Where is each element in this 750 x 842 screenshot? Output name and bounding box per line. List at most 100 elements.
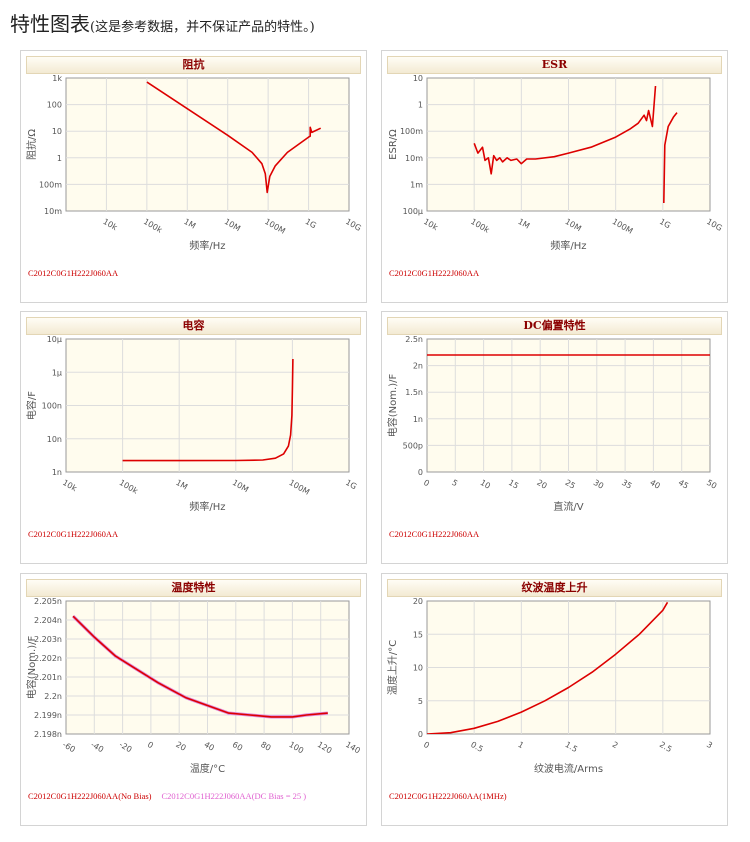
page-title-note: (这是参考数据，并不保证产品的特性。) bbox=[90, 20, 315, 35]
y-tick-label: 1k bbox=[52, 74, 62, 83]
y-tick-label: 1 bbox=[57, 154, 62, 163]
x-tick-label: 40 bbox=[203, 740, 216, 753]
legend-item: C2012C0G1H222J060AA bbox=[389, 268, 480, 278]
x-tick-label: 45 bbox=[677, 478, 690, 491]
y-tick-label: 100μ bbox=[403, 207, 423, 216]
x-tick-label: 0 bbox=[422, 740, 431, 750]
chart-panel-capacitance: 电容 10k 100k 1M 10M 100M 1G 10μ 1μ 100n 10n 1n 频率/Hz… bbox=[20, 311, 367, 564]
series-line bbox=[122, 358, 294, 462]
y-tick-label: 20 bbox=[413, 597, 423, 606]
chart-title: ESR bbox=[387, 56, 722, 74]
y-axis-label: ESR/Ω bbox=[388, 129, 399, 160]
x-tick-label: 10 bbox=[479, 478, 492, 491]
y-tick-label: 0 bbox=[418, 730, 423, 739]
series-line bbox=[72, 615, 328, 718]
chart-legend: C2012C0G1H222J060AA(No Bias) C2012C0G1H22… bbox=[28, 791, 306, 801]
x-tick-label: 60 bbox=[231, 740, 244, 753]
chart-title: 电容 bbox=[26, 317, 361, 335]
x-tick-label: 1G bbox=[344, 478, 358, 491]
chart-legend: C2012C0G1H222J060AA(1MHz) bbox=[389, 791, 507, 801]
x-tick-label: 100 bbox=[287, 740, 305, 755]
chart-svg: 0 0.5 1 1.5 2 2.5 3 20 15 10 5 0 纹波电流/Arms 温度上升/°C bbox=[386, 597, 714, 775]
series-line bbox=[663, 112, 678, 204]
y-tick-label: 2.205n bbox=[34, 597, 62, 606]
y-tick-label: 10m bbox=[405, 154, 423, 163]
x-tick-label: 5 bbox=[450, 478, 459, 488]
chart-panel-dc-bias: DC偏置特性 0 5 10 15 20 25 30 35 40 45 50 2.5n 2n 1.5n 1n 5… bbox=[381, 311, 728, 564]
x-axis-label: 频率/Hz bbox=[189, 500, 225, 513]
page-title-main: 特性图表 bbox=[10, 12, 90, 36]
page-title: 特性图表(这是参考数据，并不保证产品的特性。) bbox=[10, 8, 315, 37]
x-axis-label: 频率/Hz bbox=[550, 239, 586, 252]
x-tick-label: 0.5 bbox=[469, 740, 485, 754]
x-tick-label: 10M bbox=[564, 217, 583, 233]
x-tick-label: 1.5 bbox=[564, 740, 580, 754]
x-tick-label: 100M bbox=[287, 478, 311, 497]
x-tick-label: 100M bbox=[611, 217, 635, 236]
y-tick-label: 100m bbox=[400, 127, 423, 136]
x-tick-label: 100M bbox=[263, 217, 287, 236]
y-tick-label: 2n bbox=[413, 362, 423, 371]
x-tick-label: 10k bbox=[422, 217, 440, 232]
x-tick-label: 1G bbox=[658, 217, 672, 230]
y-tick-label: 1n bbox=[413, 415, 423, 424]
x-tick-label: -20 bbox=[118, 740, 134, 754]
x-axis-label: 温度/°C bbox=[190, 762, 225, 775]
x-tick-label: 20 bbox=[174, 740, 187, 753]
x-axis-label: 频率/Hz bbox=[189, 239, 225, 252]
x-tick-label: 50 bbox=[705, 478, 718, 491]
x-axis-label: 直流/V bbox=[553, 500, 583, 513]
chart-legend: C2012C0G1H222J060AA bbox=[389, 529, 479, 539]
y-tick-label: 500p bbox=[403, 441, 423, 450]
x-tick-label: 10k bbox=[61, 478, 79, 493]
chart-title: DC偏置特性 bbox=[387, 317, 722, 335]
x-tick-label: 40 bbox=[648, 478, 661, 491]
y-tick-label: 1μ bbox=[52, 368, 62, 377]
y-tick-label: 100m bbox=[39, 180, 62, 189]
chart-svg: 10k 100k 1M 10M 100M 1G 10G 1k 100 10 1 100m 10m 频率/H… bbox=[25, 74, 363, 252]
x-tick-label: 1M bbox=[182, 217, 197, 231]
x-tick-label: 100k bbox=[118, 478, 140, 496]
x-tick-label: 10M bbox=[231, 478, 250, 494]
x-tick-label: 25 bbox=[564, 478, 577, 491]
x-tick-label: 30 bbox=[592, 478, 605, 491]
y-tick-label: 100 bbox=[47, 101, 62, 110]
legend-item: C2012C0G1H222J060AA bbox=[28, 268, 119, 278]
x-tick-label: -40 bbox=[89, 740, 105, 754]
legend-item: C2012C0G1H222J060AA(DC Bias = 25 ) bbox=[161, 791, 307, 801]
legend-item: C2012C0G1H222J060AA bbox=[389, 529, 480, 539]
legend-item: C2012C0G1H222J060AA(No Bias) bbox=[28, 791, 152, 801]
chart-svg: 0 5 10 15 20 25 30 35 40 45 50 2.5n 2n 1.5n 1n 500p 0 直流/… bbox=[386, 335, 718, 513]
x-tick-label: 1G bbox=[304, 217, 318, 230]
y-tick-label: 10 bbox=[413, 74, 423, 83]
chart-panel-impedance: 阻抗 10k 100k 1M 10M 100M 1G 10G 1k 100 10 1 100m 10m 频… bbox=[20, 50, 367, 303]
chart-panel-esr: ESR 10k 100k 1M 10M 100M 1G 10G 10 1 100m 10m 1m 100… bbox=[381, 50, 728, 303]
y-tick-label: 5 bbox=[418, 697, 423, 706]
x-tick-label: 1M bbox=[516, 217, 531, 231]
chart-svg: -60 -40 -20 0 20 40 60 80 100 120 140 2.205n 2.204n 2… bbox=[25, 597, 362, 775]
x-tick-label: 1 bbox=[516, 740, 525, 750]
y-tick-label: 2.203n bbox=[34, 635, 62, 644]
y-tick-label: 2.198n bbox=[34, 730, 62, 739]
chart-legend: C2012C0G1H222J060AA bbox=[389, 268, 479, 278]
y-tick-label: 2.204n bbox=[34, 616, 62, 625]
y-tick-label: 2.201n bbox=[34, 673, 62, 682]
y-tick-label: 1n bbox=[52, 468, 62, 477]
y-tick-label: 1m bbox=[410, 180, 423, 189]
y-tick-label: 10 bbox=[413, 664, 423, 673]
y-tick-label: 10m bbox=[44, 207, 62, 216]
y-tick-label: 1.5n bbox=[405, 388, 423, 397]
chart-title: 温度特性 bbox=[26, 579, 361, 597]
chart-panel-ripple: 纹波温度上升 0 0.5 1 1.5 2 2.5 3 20 15 10 5 0 纹波电流/Arms 温度上… bbox=[381, 573, 728, 826]
x-tick-label: 0 bbox=[422, 478, 431, 488]
chart-title: 阻抗 bbox=[26, 56, 361, 74]
x-tick-label: 3 bbox=[705, 740, 714, 750]
y-tick-label: 2.199n bbox=[34, 711, 62, 720]
x-tick-label: 10G bbox=[344, 217, 363, 233]
legend-item: C2012C0G1H222J060AA(1MHz) bbox=[389, 791, 507, 801]
x-tick-label: 2 bbox=[611, 740, 620, 750]
series-line bbox=[473, 85, 657, 175]
y-tick-label: 2.202n bbox=[34, 654, 62, 663]
y-axis-label: 电容(Nom.)/F bbox=[25, 636, 38, 700]
y-tick-label: 0 bbox=[418, 468, 423, 477]
